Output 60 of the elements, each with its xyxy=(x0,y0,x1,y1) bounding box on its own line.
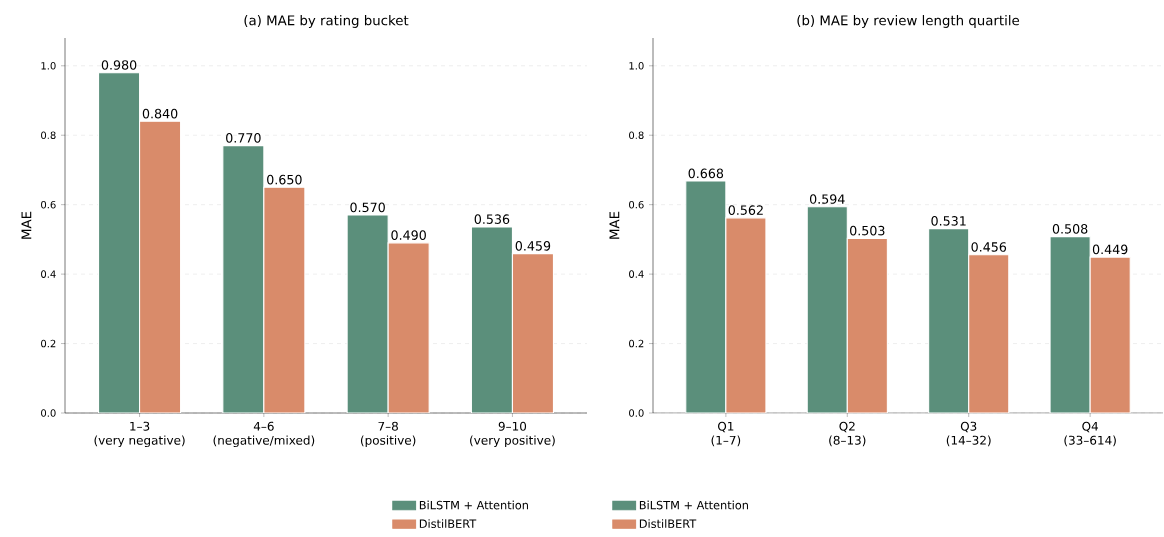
x-tick-label: 4–6 (negative/mixed) xyxy=(213,421,315,448)
data-label: 0.570 xyxy=(350,202,385,213)
chart-title: (a) MAE by rating bucket xyxy=(244,15,409,28)
data-label: 0.840 xyxy=(142,108,178,119)
y-tick-label: 0.8 xyxy=(41,131,56,140)
bar xyxy=(806,206,848,413)
legend-label: BiLSTM + Attention xyxy=(639,500,748,510)
bar xyxy=(846,237,888,413)
y-tick-label: 0.4 xyxy=(629,270,644,278)
bar xyxy=(222,145,265,413)
y-axis-title: MAE xyxy=(609,211,620,239)
bar xyxy=(139,120,182,413)
data-label: 0.668 xyxy=(688,168,724,179)
bar xyxy=(263,186,306,413)
y-tick-label: 0.2 xyxy=(41,339,56,348)
y-tick-label: 1.0 xyxy=(41,62,56,70)
data-label: 0.531 xyxy=(931,216,966,226)
data-label: 0.562 xyxy=(728,205,763,215)
bar xyxy=(346,214,389,413)
x-tick-label: 7–8 (positive) xyxy=(360,421,416,448)
x-tick-label: Q3 (14–32) xyxy=(946,421,991,447)
bar xyxy=(968,254,1010,413)
y-tick-label: 0.4 xyxy=(41,270,56,278)
x-tick-label: 1–3 (very negative) xyxy=(94,421,185,448)
data-label: 0.459 xyxy=(515,241,551,251)
y-tick-label: 0.0 xyxy=(629,409,644,417)
y-tick-label: 1.0 xyxy=(629,62,644,70)
bar xyxy=(928,228,970,413)
y-axis-title: MAE xyxy=(21,211,32,239)
bar xyxy=(725,217,767,413)
data-label: 0.650 xyxy=(267,174,302,185)
bar xyxy=(1049,236,1091,413)
data-label: 0.449 xyxy=(1092,244,1128,255)
chart-title: (b) MAE by review length quartile xyxy=(797,15,1020,28)
data-label: 0.508 xyxy=(1052,224,1088,234)
y-tick-label: 0.8 xyxy=(629,131,644,140)
y-tick-label: 0.2 xyxy=(629,339,644,348)
data-label: 0.503 xyxy=(850,225,885,236)
x-tick-label: Q4 (33–614) xyxy=(1064,421,1116,447)
bar xyxy=(98,72,141,413)
y-tick-label: 0.6 xyxy=(41,200,56,209)
bar xyxy=(685,180,727,413)
data-label: 0.980 xyxy=(101,60,137,70)
bar xyxy=(470,226,513,413)
bar xyxy=(511,253,554,413)
data-label: 0.536 xyxy=(474,214,510,224)
x-tick-label: 9–10 (very positive) xyxy=(470,421,555,448)
data-label: 0.594 xyxy=(809,194,845,204)
bar xyxy=(1089,256,1131,413)
x-tick-label: Q2 (8–13) xyxy=(829,421,866,447)
data-label: 0.456 xyxy=(971,242,1007,252)
x-tick-label: Q1 (1–7) xyxy=(711,421,741,447)
legend-label: DistilBERT xyxy=(639,519,697,528)
y-tick-label: 0.0 xyxy=(41,409,56,417)
bar xyxy=(387,242,430,413)
data-label: 0.770 xyxy=(226,133,261,143)
legend-label: BiLSTM + Attention xyxy=(419,500,528,510)
data-label: 0.490 xyxy=(391,230,426,240)
y-tick-label: 0.6 xyxy=(629,200,644,209)
legend-label: DistilBERT xyxy=(419,519,477,528)
